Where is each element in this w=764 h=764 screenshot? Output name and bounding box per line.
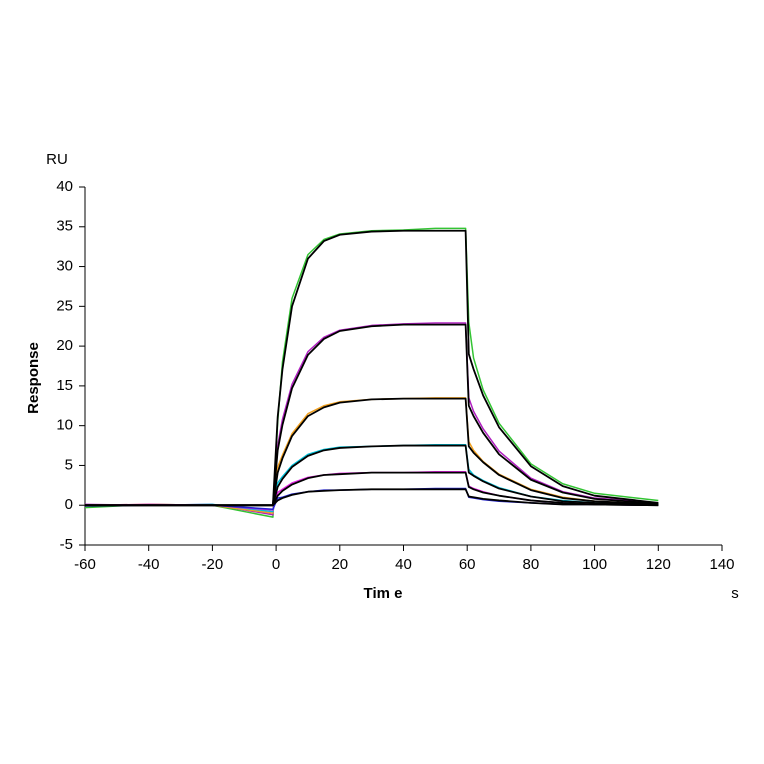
x-tick-label: -40	[138, 556, 160, 573]
series-line	[85, 397, 659, 507]
y-tick-label: 15	[56, 377, 73, 394]
y-unit: RU	[46, 151, 68, 168]
y-tick-label: 10	[56, 417, 73, 434]
y-tick-label: 40	[56, 178, 73, 195]
y-tick-label: 20	[56, 337, 73, 354]
x-tick-label: 120	[646, 556, 671, 573]
x-tick-label: 80	[523, 556, 540, 573]
x-axis-label: Tim e	[364, 585, 403, 602]
x-tick-label: 140	[709, 556, 734, 573]
series-line	[85, 323, 659, 507]
x-tick-label: 40	[395, 556, 412, 573]
y-tick-label: 0	[65, 496, 73, 513]
y-tick-label: 25	[56, 297, 73, 314]
y-tick-label: 35	[56, 218, 73, 235]
y-axis-label: Response	[25, 342, 42, 414]
x-tick-label: -60	[74, 556, 96, 573]
x-tick-label: 0	[272, 556, 280, 573]
x-unit: s	[731, 585, 739, 602]
y-tick-label: 5	[65, 456, 73, 473]
series-line	[85, 444, 659, 507]
series-line	[84, 397, 659, 514]
series-line	[85, 471, 659, 507]
x-tick-label: 20	[331, 556, 348, 573]
x-tick-label: -20	[202, 556, 224, 573]
x-tick-label: 60	[459, 556, 476, 573]
series-line	[85, 229, 659, 507]
x-tick-label: 100	[582, 556, 607, 573]
series-line	[85, 488, 659, 507]
y-tick-label: -5	[60, 536, 73, 553]
series-line	[84, 227, 659, 518]
y-tick-label: 30	[56, 258, 73, 275]
